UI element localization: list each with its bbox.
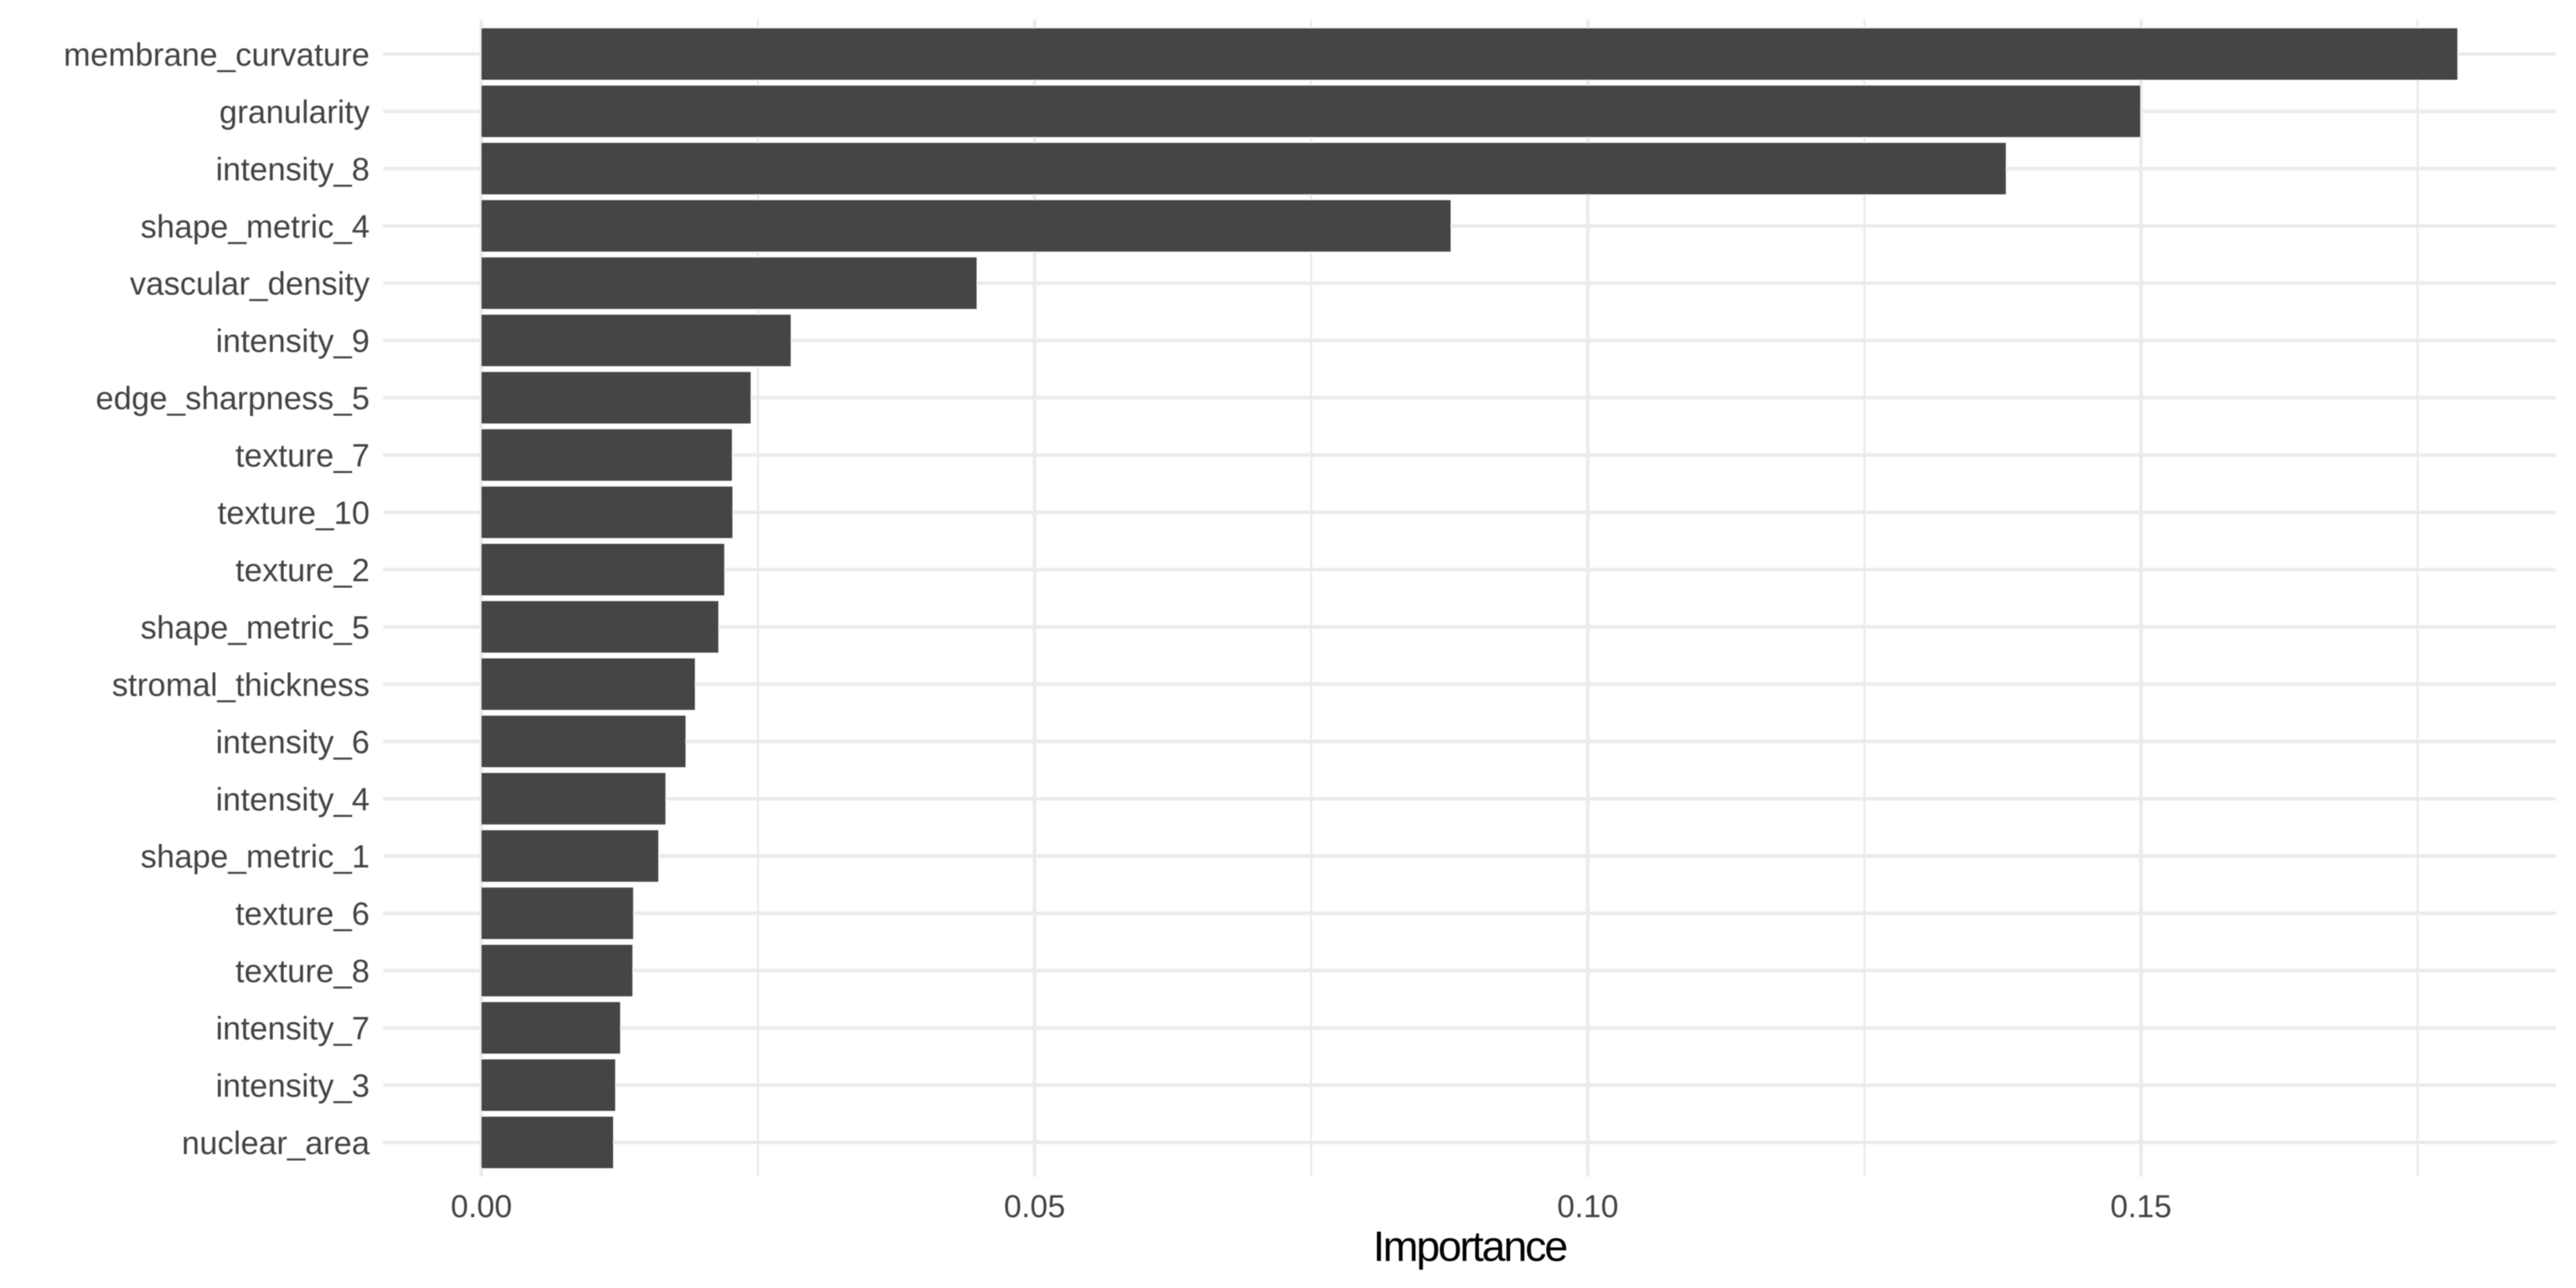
svg-text:texture_8: texture_8 [236,953,370,989]
svg-text:granularity: granularity [220,94,370,130]
svg-text:membrane_curvature: membrane_curvature [64,37,370,73]
svg-text:shape_metric_5: shape_metric_5 [140,609,370,645]
svg-text:stromal_thickness: stromal_thickness [112,667,370,703]
svg-text:Importance: Importance [1373,1222,1568,1270]
svg-text:texture_6: texture_6 [236,896,370,932]
svg-text:intensity_6: intensity_6 [216,724,370,760]
svg-text:0.05: 0.05 [1004,1189,1065,1224]
svg-text:0.10: 0.10 [1557,1189,1618,1224]
svg-text:texture_2: texture_2 [236,553,370,589]
svg-text:texture_10: texture_10 [218,495,370,531]
svg-text:intensity_8: intensity_8 [216,151,370,187]
svg-text:intensity_7: intensity_7 [216,1010,370,1046]
svg-text:intensity_3: intensity_3 [216,1068,370,1104]
svg-text:0.15: 0.15 [2110,1189,2172,1224]
svg-text:texture_7: texture_7 [236,438,370,474]
svg-text:shape_metric_1: shape_metric_1 [140,838,370,875]
svg-text:edge_sharpness_5: edge_sharpness_5 [96,381,370,417]
svg-text:0.00: 0.00 [451,1189,512,1224]
svg-text:nuclear_area: nuclear_area [182,1125,370,1161]
svg-text:intensity_4: intensity_4 [216,781,370,817]
svg-text:shape_metric_4: shape_metric_4 [140,209,370,245]
svg-text:intensity_9: intensity_9 [216,323,370,359]
svg-text:vascular_density: vascular_density [130,266,370,302]
